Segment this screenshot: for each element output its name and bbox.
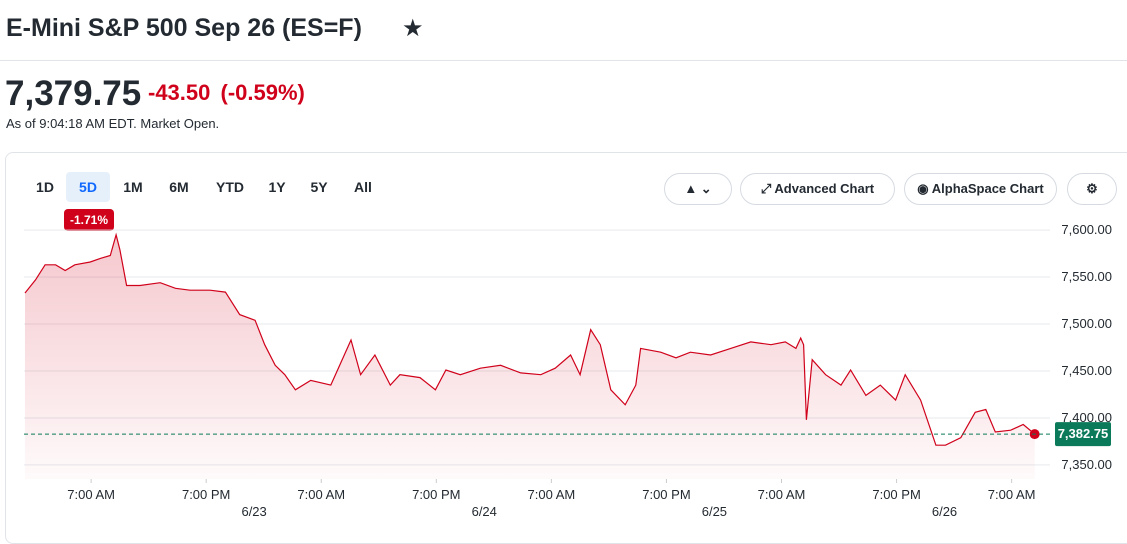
reference-label: 7,382.75 [1058,426,1109,441]
range-tab[interactable]: 6M [169,179,189,195]
advanced-label: Advanced Chart [774,181,875,196]
x-tick-label: 7:00 PM [182,487,230,502]
range-tab[interactable]: YTD [216,179,244,195]
alphaspace-label: AlphaSpace Chart [931,181,1044,196]
price: 7,379.75 [5,74,142,113]
y-tick-label: 7,550.00 [1061,269,1112,284]
price-area [24,234,1035,479]
title: E-Mini S&P 500 Sep 26 (ES=F) [6,14,362,42]
x-tick-label: 7:00 AM [988,487,1036,502]
y-tick-label: 7,350.00 [1061,457,1112,472]
change-pct: (-0.59%) [220,80,305,105]
y-tick-label: 7,400.00 [1061,410,1112,425]
x-tick-label: 7:00 AM [758,487,806,502]
range-tab[interactable]: 1M [123,179,143,195]
y-tick-label: 7,600.00 [1061,222,1112,237]
date-label: 6/24 [472,504,497,519]
date-label: 6/26 [932,504,957,519]
range-tab[interactable]: 1D [36,179,54,195]
x-tick-label: 7:00 PM [412,487,460,502]
range-tab[interactable]: 5Y [310,179,328,195]
y-tick-label: 7,500.00 [1061,316,1112,331]
x-tick-label: 7:00 AM [528,487,576,502]
alphaspace-button[interactable]: ◉ AlphaSpace Chart [904,173,1057,205]
date-label: 6/25 [702,504,727,519]
range-tab[interactable]: 1Y [268,179,286,195]
page: E-Mini S&P 500 Sep 26 (ES=F) ★ 7,379.75 … [0,14,1127,544]
settings-button[interactable]: ⚙ [1067,173,1117,205]
reference-box [1055,422,1111,447]
date-label: 6/23 [241,504,266,519]
range-tab[interactable]: All [354,179,372,195]
chart: 7,350.00 7,400.00 7,450.00 7,500.00 7,550.00… [24,222,1112,519]
x-tick-label: 7:00 PM [642,487,690,502]
watch-star[interactable]: ★ [402,15,424,42]
change-abs: -43.50 [148,80,211,105]
x-tick-label: 7:00 PM [872,487,920,502]
x-tick-label: 7:00 AM [297,487,345,502]
change: -43.50 (-0.59%) [148,80,305,106]
price-line [24,232,1036,446]
range-tab[interactable]: 5D [66,172,110,202]
advanced-chart-button[interactable]: ⤢ Advanced Chart [740,173,895,205]
as-of: As of 9:04:18 AM EDT. Market Open. [6,116,220,131]
y-tick-label: 7,450.00 [1061,363,1112,378]
x-tick-label: 7:00 AM [67,487,115,502]
chart-type-button[interactable]: ▲ ⌄ [664,173,732,205]
divider [0,60,1127,61]
range-change: -1.71% [64,209,115,231]
